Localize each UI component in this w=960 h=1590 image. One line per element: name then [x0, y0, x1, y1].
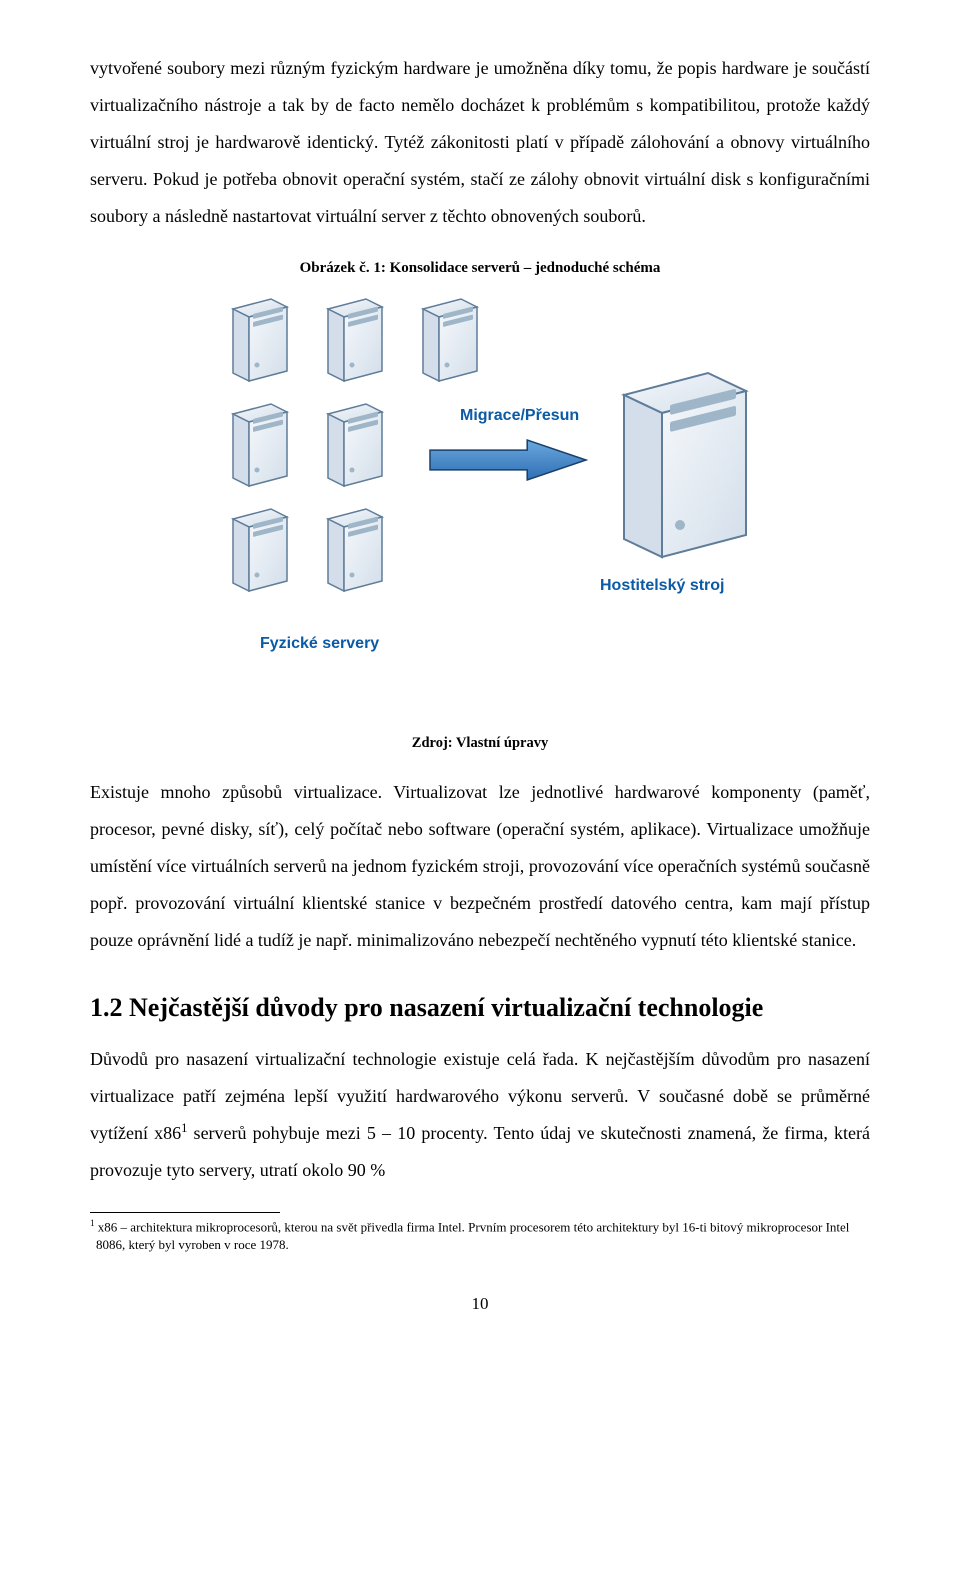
- paragraph-2: Existuje mnoho způsobů virtualizace. Vir…: [90, 774, 870, 958]
- server-small-icon: [225, 505, 295, 595]
- server-small-icon: [320, 295, 390, 385]
- footnote-separator: [90, 1212, 280, 1213]
- physical-server: [320, 400, 390, 490]
- physical-server: [320, 295, 390, 385]
- physical-server: [225, 400, 295, 490]
- server-small-icon: [320, 400, 390, 490]
- consolidation-diagram: Migrace/Přesun Hostitelský stroj Fyzické s…: [170, 295, 790, 725]
- figure-caption: Obrázek č. 1: Konsolidace serverů – jedn…: [90, 260, 870, 277]
- label-fyzicke: Fyzické servery: [260, 635, 379, 653]
- server-small-icon: [225, 400, 295, 490]
- physical-server: [320, 505, 390, 595]
- physical-server: [225, 505, 295, 595]
- host-server: [610, 365, 760, 565]
- server-small-icon: [320, 505, 390, 595]
- server-large-icon: [610, 365, 760, 565]
- arrow-icon: [428, 438, 588, 482]
- paragraph-1: vytvořené soubory mezi různým fyzickým h…: [90, 50, 870, 234]
- server-small-icon: [415, 295, 485, 385]
- label-migrace: Migrace/Přesun: [460, 407, 579, 425]
- physical-server: [415, 295, 485, 385]
- figure-source: Zdroj: Vlastní úpravy: [90, 735, 870, 752]
- page-number: 10: [90, 1294, 870, 1314]
- physical-server: [225, 295, 295, 385]
- server-small-icon: [225, 295, 295, 385]
- section-heading-1-2: 1.2 Nejčastější důvody pro nasazení virt…: [90, 993, 870, 1023]
- para3-text-b: serverů pohybuje mezi 5 – 10 procenty. T…: [90, 1123, 870, 1180]
- paragraph-3: Důvodů pro nasazení virtualizační techno…: [90, 1041, 870, 1189]
- migration-arrow: [428, 438, 588, 482]
- footnote-text: x86 – architektura mikroprocesorů, ktero…: [95, 1220, 850, 1253]
- label-host: Hostitelský stroj: [600, 577, 724, 595]
- footnote-1: 1 x86 – architektura mikroprocesorů, kte…: [90, 1217, 870, 1253]
